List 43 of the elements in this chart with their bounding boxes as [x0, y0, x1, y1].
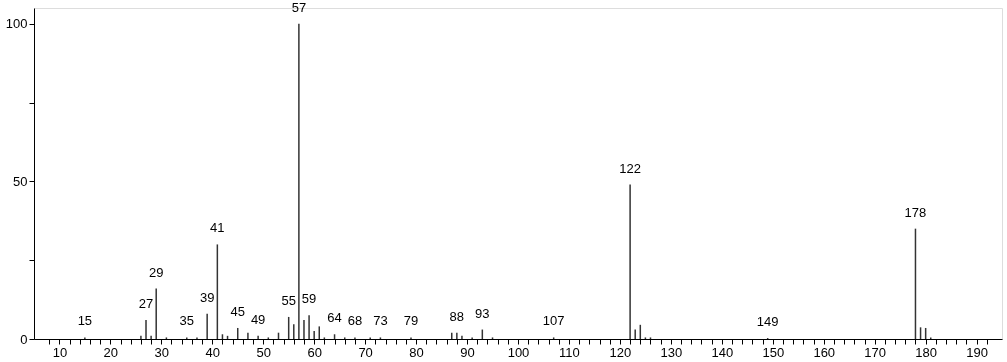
y-tick-label: 100	[5, 16, 28, 32]
x-tick-label: 180	[915, 344, 938, 360]
x-tick-label: 170	[864, 344, 887, 360]
x-tick-label: 130	[660, 344, 683, 360]
x-tick-label: 160	[813, 344, 836, 360]
y-tick-label: 0	[20, 331, 28, 347]
x-tick-label: 120	[609, 344, 632, 360]
annotation: 35	[179, 313, 195, 329]
y-tick-label: 50	[13, 173, 28, 189]
annotation: 64	[327, 310, 342, 326]
annotation: 122	[619, 160, 641, 176]
annotation: 45	[230, 303, 245, 319]
annotation: 88	[449, 308, 465, 324]
annotation: 15	[77, 313, 93, 329]
x-tick-label: 20	[103, 344, 119, 360]
annotation: 27	[138, 296, 154, 312]
annotation: 59	[301, 291, 317, 307]
x-tick-label: 100	[507, 344, 530, 360]
annotation: 178	[904, 204, 927, 220]
x-tick-label: 50	[256, 344, 271, 360]
x-tick-label: 60	[307, 344, 322, 360]
annotation: 57	[291, 0, 307, 15]
annotation: 79	[403, 313, 419, 329]
annotation: 107	[542, 313, 565, 329]
annotation: 93	[475, 305, 490, 321]
x-tick-label: 90	[460, 344, 475, 360]
x-tick-label: 80	[409, 344, 424, 360]
annotation: 73	[373, 313, 388, 329]
annotation: 39	[199, 289, 215, 305]
x-tick-label: 110	[559, 344, 580, 360]
annotation: 41	[210, 220, 225, 236]
x-tick-label: 10	[52, 344, 68, 360]
x-tick-label: 70	[358, 344, 373, 360]
x-tick-label: 150	[762, 344, 785, 360]
x-tick-label: 40	[205, 344, 220, 360]
annotation: 149	[756, 314, 779, 330]
annotation: 29	[148, 264, 164, 280]
x-tick-label: 140	[711, 344, 734, 360]
annotation: 55	[281, 292, 296, 308]
annotation: 68	[347, 313, 363, 329]
x-tick-label: 30	[154, 344, 170, 360]
annotation: 49	[250, 311, 266, 327]
x-tick-label: 190	[966, 344, 988, 360]
